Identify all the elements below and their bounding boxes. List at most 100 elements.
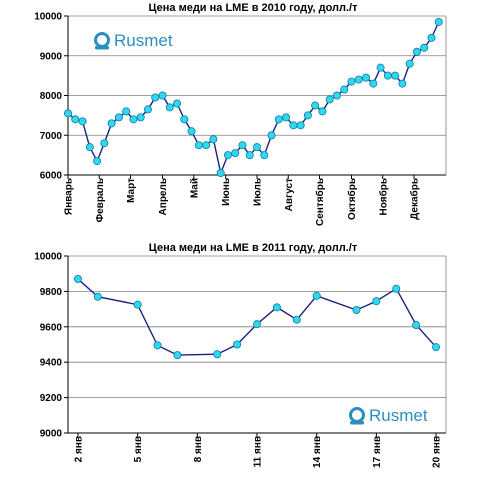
y-tick-label: 9600: [40, 322, 63, 333]
data-point: [245, 151, 254, 160]
data-point: [133, 300, 142, 309]
data-point: [252, 320, 261, 329]
y-tick-label: 9400: [40, 358, 63, 369]
data-point: [392, 284, 401, 293]
y-tick-label: 10000: [34, 252, 62, 263]
data-point: [136, 113, 145, 122]
x-tick-label: 14 янв: [312, 436, 323, 468]
data-point: [372, 297, 381, 306]
data-point: [347, 77, 356, 86]
data-point: [100, 139, 109, 148]
data-point: [352, 305, 361, 314]
series-line: [67, 21, 440, 176]
data-point: [107, 119, 116, 128]
x-tick-label: 8 янв: [193, 436, 204, 462]
x-tick-label: Май: [189, 178, 200, 198]
data-point: [398, 79, 407, 88]
data-point: [122, 107, 131, 116]
data-point: [143, 105, 152, 114]
data-point: [252, 143, 261, 152]
y-tick-label: 7000: [40, 131, 63, 142]
data-point: [194, 141, 203, 150]
data-point: [412, 321, 421, 330]
y-tick-label: 8000: [40, 91, 63, 102]
data-point: [180, 115, 189, 124]
y-tick-label: 9200: [40, 393, 63, 404]
data-point: [296, 121, 305, 130]
data-point: [213, 350, 222, 359]
data-point: [85, 143, 94, 152]
data-point: [391, 71, 400, 80]
x-tick-label: Декабрь: [409, 178, 421, 220]
data-point: [325, 95, 334, 104]
data-point: [369, 79, 378, 88]
data-point: [282, 113, 291, 122]
data-point: [292, 315, 301, 324]
data-point: [412, 47, 421, 56]
data-point: [238, 141, 247, 150]
data-point: [165, 103, 174, 112]
data-point: [405, 59, 414, 68]
chart-title: Цена меди на LME в 2010 году, долл./т: [148, 2, 358, 14]
y-tick-label: 10000: [34, 12, 62, 23]
rusmet-logo: Rusmet: [349, 406, 428, 425]
rusmet-logo-icon: [349, 407, 365, 425]
data-point: [420, 43, 429, 52]
y-tick-label: 9800: [40, 287, 63, 298]
y-tick-label: 6000: [40, 171, 63, 182]
data-point: [311, 101, 320, 110]
data-point: [173, 351, 182, 360]
y-tick-label: 9000: [40, 51, 63, 62]
logo-text: Rusmet: [369, 406, 428, 425]
data-point: [73, 275, 82, 284]
data-point: [354, 75, 363, 84]
data-point: [432, 343, 441, 352]
data-point: [332, 91, 341, 100]
x-tick-label: Октябрь: [346, 178, 358, 220]
data-point: [129, 115, 138, 124]
y-tick-label: 9000: [40, 429, 63, 440]
data-point: [340, 85, 349, 94]
data-point: [434, 17, 443, 26]
data-point: [158, 91, 167, 100]
chart-1: Цена меди на LME в 2010 году, долл./т 600…: [34, 2, 447, 226]
data-point: [93, 292, 102, 301]
x-tick-label: Август: [284, 178, 295, 211]
x-tick-label: 11 янв: [253, 436, 264, 467]
data-point: [153, 341, 162, 350]
data-point: [209, 135, 218, 144]
data-point: [114, 113, 123, 122]
x-tick-label: Июнь: [221, 178, 232, 206]
series-line: [77, 278, 437, 356]
data-point: [318, 107, 327, 116]
data-point: [312, 291, 321, 300]
chart-2: Цена меди на LME в 2011 году, долл./т 900…: [34, 242, 447, 468]
x-tick-label: Апрель: [158, 178, 169, 215]
data-point: [303, 111, 312, 120]
rusmet-logo: Rusmet: [94, 31, 173, 50]
data-point: [71, 115, 80, 124]
data-point: [289, 121, 298, 130]
x-tick-label: Январь: [64, 178, 75, 215]
data-point: [216, 169, 225, 178]
data-point: [272, 303, 281, 312]
x-tick-label: Февраль: [95, 178, 106, 222]
data-point: [383, 71, 392, 80]
x-tick-label: Март: [126, 178, 137, 203]
x-tick-label: 5 янв: [133, 436, 144, 462]
logo-text: Rusmet: [114, 31, 173, 50]
data-point: [223, 151, 232, 160]
x-tick-label: 20 янв: [432, 436, 443, 468]
data-point: [427, 33, 436, 42]
data-point: [231, 149, 240, 158]
data-point: [376, 63, 385, 72]
data-point: [260, 151, 269, 160]
data-point: [64, 109, 73, 118]
data-point: [187, 127, 196, 136]
x-tick-label: 17 янв: [372, 436, 383, 468]
x-tick-label: Сентябрь: [314, 178, 326, 226]
x-tick-label: 2 янв: [73, 436, 84, 462]
data-point: [202, 141, 211, 150]
data-point: [233, 340, 242, 349]
